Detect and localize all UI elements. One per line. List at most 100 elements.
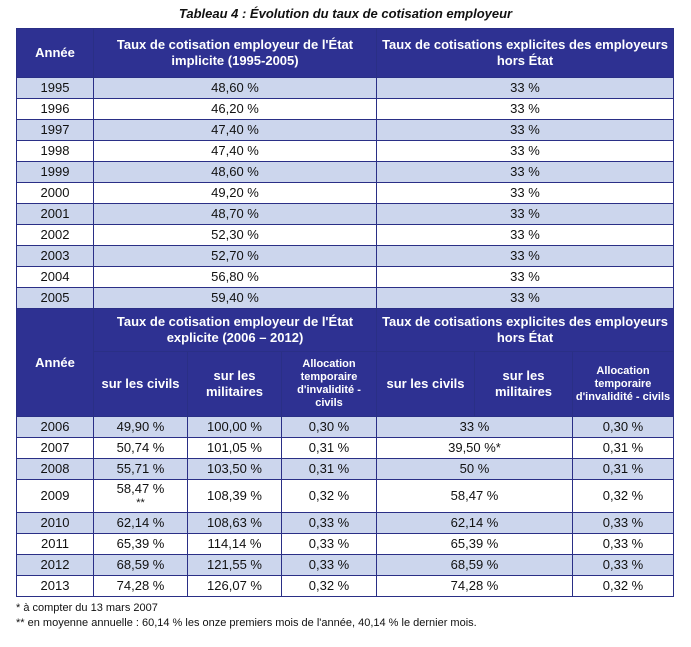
ati-rate-cell: 0,33 %: [281, 512, 377, 534]
table-row: 2012 68,59 % 121,55 % 0,33 % 68,59 % 0,33 %: [16, 554, 674, 576]
other-employers-rate-cell: 58,47 %: [376, 479, 573, 513]
footnote-1: * à compter du 13 mars 2007: [16, 602, 158, 614]
other-ati-rate-cell: 0,30 %: [572, 416, 674, 438]
civils-rate-cell: 68,59 %: [93, 554, 188, 576]
civils-rate-cell: 49,90 %: [93, 416, 188, 438]
table-row: 2011 65,39 % 114,14 % 0,33 % 65,39 % 0,33 %: [16, 533, 674, 555]
implicit-rate-cell: 48,60 %: [93, 161, 377, 183]
other-employers-rate-cell: 39,50 %*: [376, 437, 573, 459]
table-title: Tableau 4 : Évolution du taux de cotisat…: [178, 6, 513, 21]
implicit-rate-cell: 48,70 %: [93, 203, 377, 225]
implicit-rate-cell: 56,80 %: [93, 266, 377, 288]
table-row: 1999 48,60 % 33 %: [16, 161, 674, 183]
other-employers-rate-cell: 50 %: [376, 458, 573, 480]
header-other-employers-rate-2: Taux de cotisations explicites des emplo…: [376, 308, 674, 352]
civils-rate-cell: 50,74 %: [93, 437, 188, 459]
table-row: 2007 50,74 % 101,05 % 0,31 % 39,50 %* 0,31 %: [16, 437, 674, 459]
table-row: 2006 49,90 % 100,00 % 0,30 % 33 % 0,30 %: [16, 416, 674, 438]
militaires-rate-cell: 101,05 %: [187, 437, 282, 459]
militaires-rate-cell: 114,14 %: [187, 533, 282, 555]
subheader-militaires: sur les militaires: [187, 351, 282, 417]
militaires-rate-cell: 121,55 %: [187, 554, 282, 576]
header-year: Année: [16, 28, 94, 78]
other-employers-rate-cell: 33 %: [376, 182, 674, 204]
civils-rate-cell: 58,47 % **: [93, 479, 188, 513]
subheader-civils-other: sur les civils: [376, 351, 475, 417]
implicit-rate-cell: 48,60 %: [93, 77, 377, 99]
civils-rate-cell: 74,28 %: [93, 575, 188, 597]
other-ati-rate-cell: 0,32 %: [572, 575, 674, 597]
ati-rate-cell: 0,32 %: [281, 479, 377, 513]
subheader-ati-other: Allocation temporaire d'invalidité - civ…: [572, 351, 674, 417]
table-row: 1997 47,40 % 33 %: [16, 119, 674, 141]
implicit-rate-cell: 59,40 %: [93, 287, 377, 309]
table-row: 2010 62,14 % 108,63 % 0,33 % 62,14 % 0,33 %: [16, 512, 674, 534]
header-implicit-rate: Taux de cotisation employeur de l'État i…: [93, 28, 377, 78]
other-employers-rate-cell: 62,14 %: [376, 512, 573, 534]
subheader-civils: sur les civils: [93, 351, 188, 417]
contribution-rate-table: Année Taux de cotisation employeur de l'…: [16, 28, 674, 597]
year-cell: 1999: [16, 161, 94, 183]
year-cell: 2001: [16, 203, 94, 225]
other-employers-rate-cell: 33 %: [376, 266, 674, 288]
year-cell: 2000: [16, 182, 94, 204]
implicit-rate-cell: 52,30 %: [93, 224, 377, 246]
civils-rate-cell: 62,14 %: [93, 512, 188, 534]
footnote-2: ** en moyenne annuelle : 60,14 % les onz…: [16, 617, 477, 629]
year-cell: 2009: [16, 479, 94, 513]
year-cell: 2002: [16, 224, 94, 246]
year-cell: 1997: [16, 119, 94, 141]
ati-rate-cell: 0,33 %: [281, 554, 377, 576]
footnotes: * à compter du 13 mars 2007 ** en moyenn…: [16, 601, 477, 631]
table-row: 2009 58,47 % ** 108,39 % 0,32 % 58,47 % 0,32 %: [16, 479, 674, 513]
militaires-rate-cell: 108,39 %: [187, 479, 282, 513]
other-ati-rate-cell: 0,33 %: [572, 554, 674, 576]
header-year-2: Année: [16, 308, 94, 417]
year-cell: 2010: [16, 512, 94, 534]
other-employers-rate-cell: 33 %: [376, 416, 573, 438]
other-ati-rate-cell: 0,32 %: [572, 479, 674, 513]
other-employers-rate-cell: 33 %: [376, 287, 674, 309]
other-employers-rate-cell: 74,28 %: [376, 575, 573, 597]
ati-rate-cell: 0,31 %: [281, 437, 377, 459]
table-row: 2001 48,70 % 33 %: [16, 203, 674, 225]
other-employers-rate-cell: 33 %: [376, 77, 674, 99]
implicit-rate-cell: 46,20 %: [93, 98, 377, 120]
year-cell: 2005: [16, 287, 94, 309]
table-row: 2005 59,40 % 33 %: [16, 287, 674, 309]
subheader-militaires-other: sur les militaires: [474, 351, 573, 417]
year-cell: 1998: [16, 140, 94, 162]
year-cell: 2013: [16, 575, 94, 597]
year-cell: 1995: [16, 77, 94, 99]
other-employers-rate-cell: 33 %: [376, 224, 674, 246]
other-ati-rate-cell: 0,31 %: [572, 437, 674, 459]
year-cell: 1996: [16, 98, 94, 120]
militaires-rate-cell: 108,63 %: [187, 512, 282, 534]
table-row: 2004 56,80 % 33 %: [16, 266, 674, 288]
militaires-rate-cell: 100,00 %: [187, 416, 282, 438]
implicit-rate-cell: 47,40 %: [93, 140, 377, 162]
other-employers-rate-cell: 68,59 %: [376, 554, 573, 576]
year-cell: 2012: [16, 554, 94, 576]
header-explicit-state-rate: Taux de cotisation employeur de l'État e…: [93, 308, 377, 352]
year-cell: 2004: [16, 266, 94, 288]
other-employers-rate-cell: 33 %: [376, 203, 674, 225]
year-cell: 2006: [16, 416, 94, 438]
table-row: 1996 46,20 % 33 %: [16, 98, 674, 120]
other-employers-rate-cell: 65,39 %: [376, 533, 573, 555]
subheader-ati: Allocation temporaire d'invalidité - civ…: [281, 351, 377, 417]
footnote-marker: **: [136, 497, 145, 509]
ati-rate-cell: 0,32 %: [281, 575, 377, 597]
other-ati-rate-cell: 0,33 %: [572, 512, 674, 534]
other-employers-rate-cell: 33 %: [376, 140, 674, 162]
implicit-rate-cell: 47,40 %: [93, 119, 377, 141]
militaires-rate-cell: 103,50 %: [187, 458, 282, 480]
table-row: 2003 52,70 % 33 %: [16, 245, 674, 267]
table-row: 2002 52,30 % 33 %: [16, 224, 674, 246]
civils-rate-cell: 55,71 %: [93, 458, 188, 480]
table-row: 2008 55,71 % 103,50 % 0,31 % 50 % 0,31 %: [16, 458, 674, 480]
table-row: 1998 47,40 % 33 %: [16, 140, 674, 162]
table-row: 2013 74,28 % 126,07 % 0,32 % 74,28 % 0,32 %: [16, 575, 674, 597]
ati-rate-cell: 0,33 %: [281, 533, 377, 555]
ati-rate-cell: 0,31 %: [281, 458, 377, 480]
